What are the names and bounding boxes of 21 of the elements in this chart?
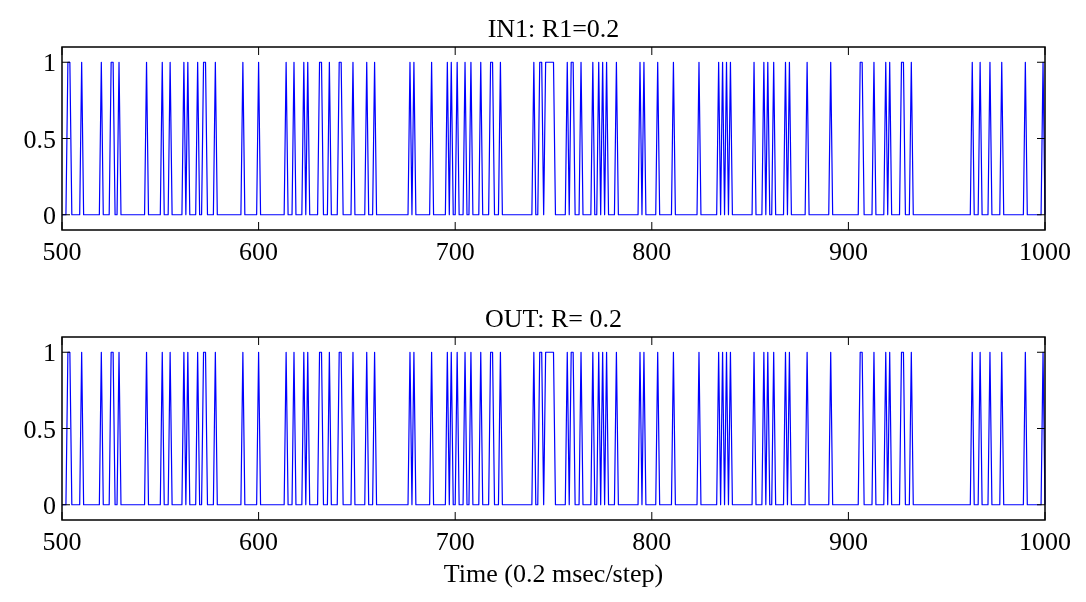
y-tick-label: 0.5 (23, 414, 56, 444)
x-tick-label: 800 (632, 237, 672, 266)
x-tick-label: 600 (239, 527, 279, 556)
x-tick-label: 900 (828, 527, 868, 556)
x-tick-label: 600 (239, 237, 279, 266)
x-tick-label: 500 (42, 237, 82, 266)
x-tick-label: 700 (435, 237, 475, 266)
chart-title: IN1: R1=0.2 (487, 14, 620, 43)
x-axis-title: Time (0.2 msec/step) (443, 559, 664, 588)
x-tick-label: 1000 (1019, 237, 1071, 266)
x-tick-label: 700 (435, 527, 475, 556)
x-tick-label: 800 (632, 527, 672, 556)
chart-title: OUT: R= 0.2 (485, 304, 622, 333)
x-tick-label: 500 (42, 527, 82, 556)
y-tick-label: 1 (43, 48, 56, 78)
y-tick-label: 0.5 (23, 124, 56, 154)
x-tick-label: 1000 (1019, 527, 1071, 556)
y-tick-label: 0 (43, 200, 56, 230)
y-tick-label: 1 (43, 338, 56, 368)
x-tick-label: 900 (828, 237, 868, 266)
y-tick-label: 0 (43, 490, 56, 520)
